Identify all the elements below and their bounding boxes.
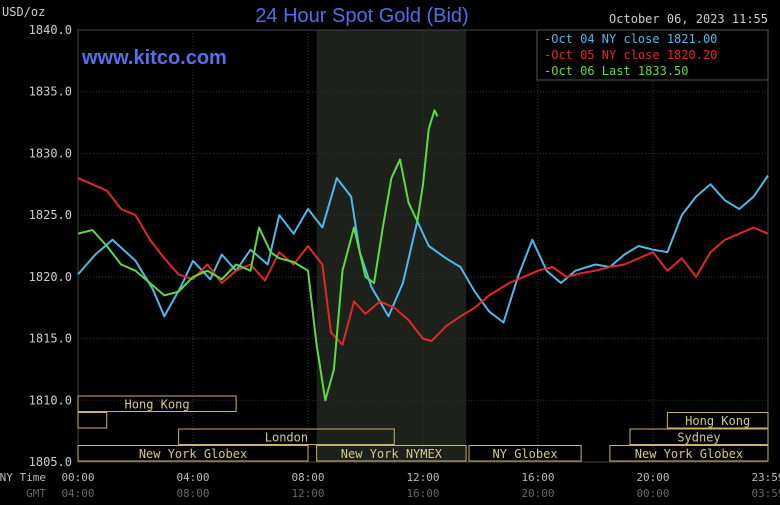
session-bar <box>609 445 769 462</box>
nymex-shade <box>316 30 467 462</box>
x-tick-label: 23:59 <box>751 471 780 484</box>
legend-box <box>536 29 769 81</box>
series-lines <box>77 109 769 402</box>
y-tick-label: 1840.0 <box>29 23 72 37</box>
y-tick-label: 1825.0 <box>29 208 72 222</box>
session-bar <box>77 395 237 412</box>
x-tick-label: 12:00 <box>291 487 324 500</box>
session-bar <box>178 428 395 445</box>
x-tick-label: 08:00 <box>176 487 209 500</box>
x-tick-label: 20:00 <box>521 487 554 500</box>
legend: -Oct 04 NY close 1821.00 -Oct 05 NY close… <box>536 29 769 81</box>
y-tick-label: 1810.0 <box>29 393 72 407</box>
x-tick-label: 03:59 <box>751 487 780 500</box>
x-tick-label: 16:00 <box>521 471 554 484</box>
session-label: NY Globex <box>493 447 558 461</box>
session-bar <box>666 412 769 429</box>
series-line-3 <box>77 109 439 402</box>
x-tick-label: 04:00 <box>176 471 209 484</box>
y-tick-label: 1820.0 <box>29 270 72 284</box>
session-label: Hong Kong <box>685 414 750 428</box>
session-label: London <box>265 431 308 445</box>
y-tick-label: 1815.0 <box>29 332 72 346</box>
plot-border <box>77 29 769 463</box>
timestamp: October 06, 2023 11:55 <box>609 12 768 26</box>
legend-entry: -Oct 06 Last 1833.50 <box>544 64 689 78</box>
x-tick-label: 00:00 <box>61 471 94 484</box>
x-axis-row-label: GMT <box>26 487 46 500</box>
x-tick-label: 00:00 <box>636 487 669 500</box>
site-url: www.kitco.com <box>81 47 227 69</box>
x-tick-label: 16:00 <box>406 487 439 500</box>
session-bar <box>629 428 769 445</box>
session-label: Hong Kong <box>125 398 190 412</box>
session-label: Sydney <box>677 431 720 445</box>
y-tick-label: 1835.0 <box>29 85 72 99</box>
x-tick-label: 04:00 <box>61 487 94 500</box>
y-tick-label: 1830.0 <box>29 146 72 160</box>
session-bar <box>77 445 309 462</box>
y-tick-label: 1805.0 <box>29 455 72 469</box>
session-label: New York NYMEX <box>341 447 443 461</box>
session-bars: Hong Kong London New York Globex New York N… <box>77 395 769 462</box>
x-tick-label: 08:00 <box>291 471 324 484</box>
session-label: New York Globex <box>139 447 247 461</box>
y-axis-unit-label: USD/oz <box>2 5 45 19</box>
x-axis-ticks: NY Time 00:00 04:00 08:00 12:00 16:00 20:00 23:… <box>0 471 780 500</box>
nymex-shaded-region <box>316 30 467 462</box>
legend-entry: -Oct 05 NY close 1820.20 <box>544 48 717 62</box>
x-tick-label: 12:00 <box>406 471 439 484</box>
x-tick-label: 20:00 <box>636 471 669 484</box>
chart-title: 24 Hour Spot Gold (Bid) <box>255 5 468 27</box>
x-axis-row-label: NY Time <box>0 471 46 484</box>
series-line-1 <box>77 175 769 324</box>
y-axis-ticks: 1840.0 1835.0 1830.0 1825.0 1820.0 1815.0 1810… <box>29 23 72 469</box>
session-bar <box>77 412 108 429</box>
session-bar <box>468 445 582 462</box>
session-label: New York Globex <box>635 447 743 461</box>
session-bar <box>316 445 467 462</box>
legend-entry: -Oct 04 NY close 1821.00 <box>544 32 717 46</box>
